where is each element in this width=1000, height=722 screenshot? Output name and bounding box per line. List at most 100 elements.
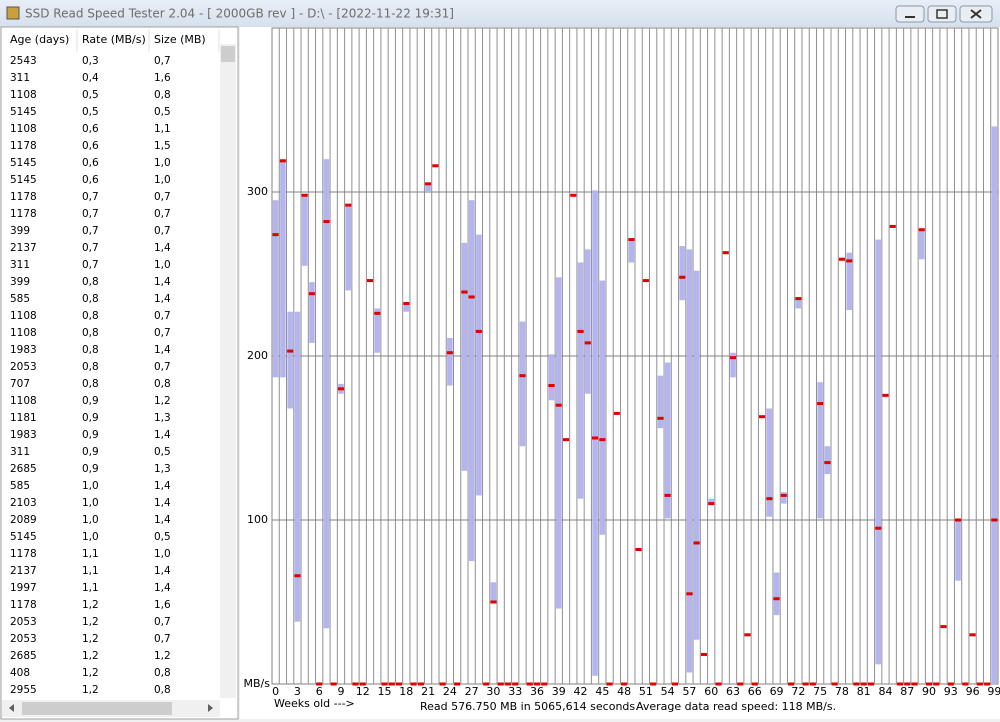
table-cell: 2543 — [10, 55, 37, 67]
table-cell: 1178 — [10, 548, 37, 560]
range-bar — [323, 159, 330, 629]
average-mark — [969, 633, 976, 637]
app-icon — [6, 6, 20, 20]
average-mark — [541, 682, 548, 686]
table-cell: 1983 — [10, 344, 37, 356]
scroll-thumb[interactable] — [221, 46, 235, 62]
range-bar — [955, 520, 961, 581]
average-mark — [664, 493, 671, 497]
table-cell: 1178 — [10, 140, 37, 152]
average-mark — [555, 403, 562, 407]
table-cell: 1,4 — [154, 429, 171, 441]
range-bar — [345, 205, 351, 291]
list-panel — [0, 26, 239, 720]
range-bar — [577, 262, 584, 499]
average-mark — [345, 203, 352, 207]
scroll-left[interactable] — [9, 704, 14, 712]
table-cell: 399 — [10, 276, 30, 288]
table-cell: 5145 — [10, 157, 37, 169]
average-mark — [403, 302, 410, 306]
average-mark — [853, 682, 860, 686]
average-mark — [860, 682, 867, 686]
x-tick-label: 84 — [878, 685, 892, 698]
average-mark — [642, 279, 649, 283]
scroll-thumb[interactable] — [22, 702, 172, 715]
table-cell: 399 — [10, 225, 30, 237]
average-mark — [896, 682, 904, 686]
x-tick-label: 78 — [835, 685, 849, 698]
table-cell: 1,2 — [82, 599, 99, 611]
table-cell: 0,7 — [154, 208, 171, 220]
table-cell: 1178 — [10, 191, 37, 203]
average-mark — [918, 228, 925, 232]
x-tick-label: 75 — [813, 685, 827, 698]
maximize-button[interactable] — [927, 5, 957, 23]
average-mark — [882, 393, 889, 397]
range-bar — [403, 303, 410, 312]
table-cell: 1,2 — [154, 395, 171, 407]
range-bar — [447, 337, 453, 386]
x-tick-label: 90 — [922, 685, 936, 698]
vertical-scrollbar[interactable] — [220, 44, 236, 698]
table-cell: 1,4 — [154, 276, 171, 288]
table-cell: 2053 — [10, 616, 37, 628]
average-mark — [766, 497, 773, 501]
minimize-button[interactable] — [895, 5, 925, 23]
table-cell: 0,8 — [154, 89, 171, 101]
range-bar — [301, 195, 308, 266]
range-bar — [628, 239, 635, 263]
x-tick-label: 15 — [378, 685, 392, 698]
range-bar — [287, 311, 293, 409]
range-bar — [875, 239, 881, 665]
average-mark — [468, 295, 475, 299]
table-cell: 0,7 — [82, 225, 99, 237]
table-cell: 0,7 — [82, 208, 99, 220]
table-cell: 1,1 — [154, 123, 171, 135]
average-mark — [526, 682, 533, 686]
table-cell: 0,7 — [154, 633, 171, 645]
table-cell: 1,2 — [82, 650, 99, 662]
x-axis-label: Weeks old ---> — [274, 697, 355, 710]
average-mark — [976, 682, 983, 686]
table-cell: 1108 — [10, 327, 37, 339]
average-mark — [301, 193, 308, 197]
range-bar — [476, 234, 482, 496]
table-cell: 0,5 — [154, 106, 171, 118]
average-mark — [889, 224, 896, 228]
average-mark — [737, 682, 744, 686]
average-mark — [584, 341, 591, 345]
y-tick-label: 100 — [247, 513, 268, 526]
table-cell: 0,8 — [154, 684, 171, 696]
average-mark — [708, 502, 715, 506]
average-mark — [388, 682, 395, 686]
table-cell: 585 — [10, 293, 30, 305]
average-mark — [396, 682, 403, 686]
average-mark — [780, 493, 787, 497]
average-mark — [446, 351, 453, 355]
table-cell: 1,2 — [82, 667, 99, 679]
table-cell: 1,1 — [82, 548, 99, 560]
average-mark — [606, 682, 613, 686]
table-cell: 0,7 — [154, 361, 171, 373]
range-bar — [679, 246, 685, 301]
average-mark — [715, 682, 722, 686]
table-cell: 2685 — [10, 650, 37, 662]
range-bar — [468, 200, 475, 561]
x-tick-label: 18 — [399, 685, 413, 698]
table-cell: 2089 — [10, 514, 37, 526]
average-mark — [439, 682, 446, 686]
table-cell: 1,1 — [82, 565, 99, 577]
average-mark — [788, 682, 795, 686]
average-mark — [817, 402, 824, 406]
x-tick-label: 96 — [966, 685, 980, 698]
table-cell: 0,8 — [82, 361, 99, 373]
average-mark — [940, 625, 947, 629]
table-cell: 0,7 — [154, 225, 171, 237]
range-bar — [548, 354, 555, 401]
scroll-right[interactable] — [208, 704, 213, 712]
table-cell: 0,8 — [82, 293, 99, 305]
table-cell: 0,8 — [82, 344, 99, 356]
table-cell: 707 — [10, 378, 30, 390]
average-mark — [635, 548, 642, 552]
range-bar — [824, 446, 831, 475]
